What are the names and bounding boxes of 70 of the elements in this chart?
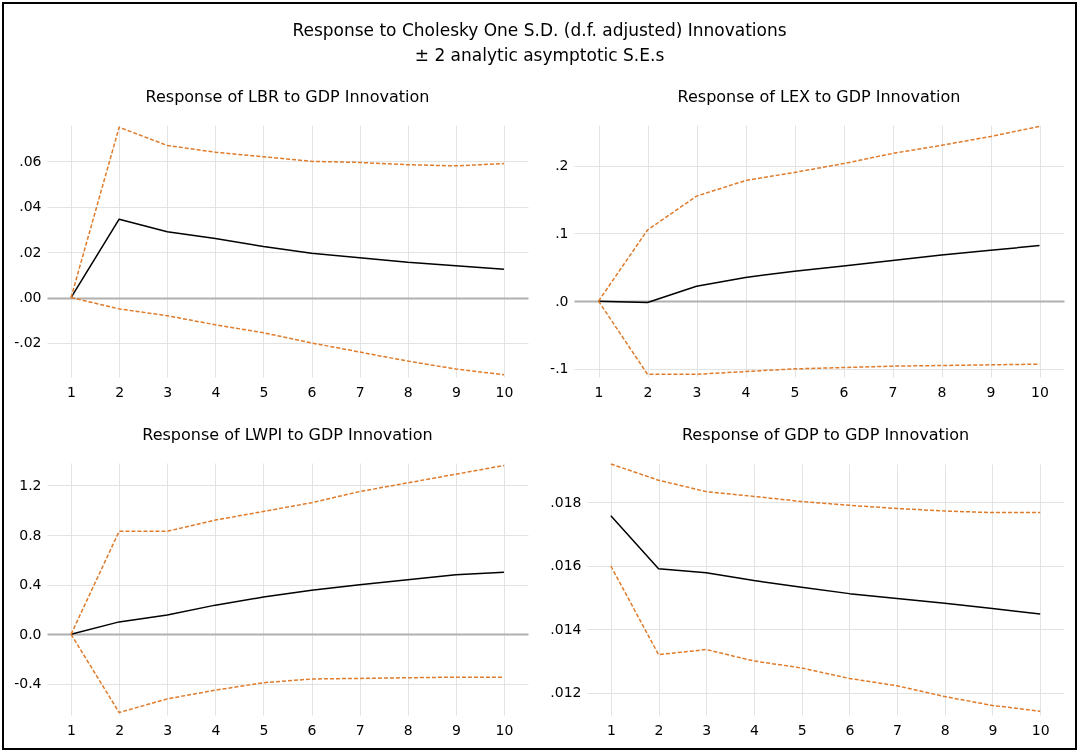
x-tick-label: 2 <box>643 383 653 400</box>
x-tick-label: 9 <box>451 383 461 400</box>
y-tick-label: .016 <box>550 557 582 574</box>
x-tick-label: 1 <box>67 721 77 738</box>
x-tick-label: 7 <box>355 383 365 400</box>
x-tick-label: 1 <box>67 383 77 400</box>
y-tick-label: .00 <box>19 289 42 306</box>
x-tick-label: 3 <box>702 721 712 738</box>
x-tick-label: 3 <box>163 383 173 400</box>
x-tick-label: 6 <box>307 383 317 400</box>
y-tick-label: .014 <box>550 620 582 637</box>
text: Response to Cholesky One S.D. (d.f. adjusted) Innovations <box>291 19 788 42</box>
x-tick-label: 4 <box>211 383 221 400</box>
y-tick-label: .2 <box>555 157 569 174</box>
y-tick-label: 1.2 <box>19 476 42 493</box>
x-tick-label: 10 <box>495 721 514 738</box>
x-tick-label: 9 <box>988 721 998 738</box>
x-tick-label: 2 <box>115 383 125 400</box>
y-tick-label: -.02 <box>14 334 42 351</box>
y-tick-label: .1 <box>555 224 569 241</box>
line-series <box>610 463 1041 514</box>
y-tick-label: -.1 <box>550 360 569 377</box>
y-tick-label: 0.8 <box>19 526 42 543</box>
chart-title: Response of LEX to GDP Innovation <box>677 87 961 106</box>
x-tick-label: 10 <box>495 383 514 400</box>
y-tick-label: .02 <box>19 243 42 260</box>
x-tick-label: 7 <box>893 721 903 738</box>
x-tick-label: 4 <box>211 721 221 738</box>
x-tick-label: 9 <box>451 721 461 738</box>
line-series <box>610 515 1041 615</box>
y-tick-label: .04 <box>19 198 42 215</box>
y-tick-label: .0 <box>555 292 569 309</box>
chart-title: Response of LBR to GDP Innovation <box>145 87 430 106</box>
y-tick-label: -0.4 <box>14 675 42 692</box>
x-tick-label: 4 <box>749 721 759 738</box>
chart-title: Response of LWPI to GDP Innovation <box>142 425 433 444</box>
x-tick-label: 8 <box>403 721 413 738</box>
x-tick-label: 10 <box>1031 383 1049 400</box>
x-tick-label: 5 <box>259 721 269 738</box>
line-series <box>70 218 505 299</box>
x-tick-label: 10 <box>1031 721 1050 738</box>
text: ± 2 analytic asymptotic S.E.s <box>413 44 666 67</box>
line-series <box>70 571 505 636</box>
x-tick-label: 8 <box>940 721 950 738</box>
x-tick-label: 5 <box>259 383 269 400</box>
x-tick-label: 5 <box>797 721 807 738</box>
x-tick-label: 2 <box>654 721 664 738</box>
x-tick-label: 1 <box>594 383 604 400</box>
line-series <box>597 244 1041 304</box>
y-tick-label: 0.0 <box>19 625 42 642</box>
x-tick-label: 5 <box>790 383 800 400</box>
y-tick-label: 0.4 <box>19 576 42 593</box>
chart-title: Response of GDP to GDP Innovation <box>681 425 970 445</box>
x-tick-label: 6 <box>307 721 317 738</box>
x-tick-label: 9 <box>986 383 996 400</box>
x-tick-label: 2 <box>115 721 125 738</box>
y-tick-label: .012 <box>550 684 582 701</box>
x-tick-label: 8 <box>937 383 947 400</box>
line-series <box>610 565 1041 712</box>
x-tick-label: 7 <box>888 383 898 400</box>
y-tick-label: .06 <box>19 152 42 169</box>
y-tick-label: .018 <box>550 493 582 510</box>
x-tick-label: 8 <box>403 383 413 400</box>
x-tick-label: 6 <box>845 721 855 738</box>
x-tick-label: 4 <box>741 383 751 400</box>
x-tick-label: 3 <box>692 383 702 400</box>
x-tick-label: 3 <box>163 721 173 738</box>
x-tick-label: 7 <box>355 721 365 738</box>
x-tick-label: 6 <box>839 383 849 400</box>
x-tick-label: 1 <box>606 721 616 738</box>
